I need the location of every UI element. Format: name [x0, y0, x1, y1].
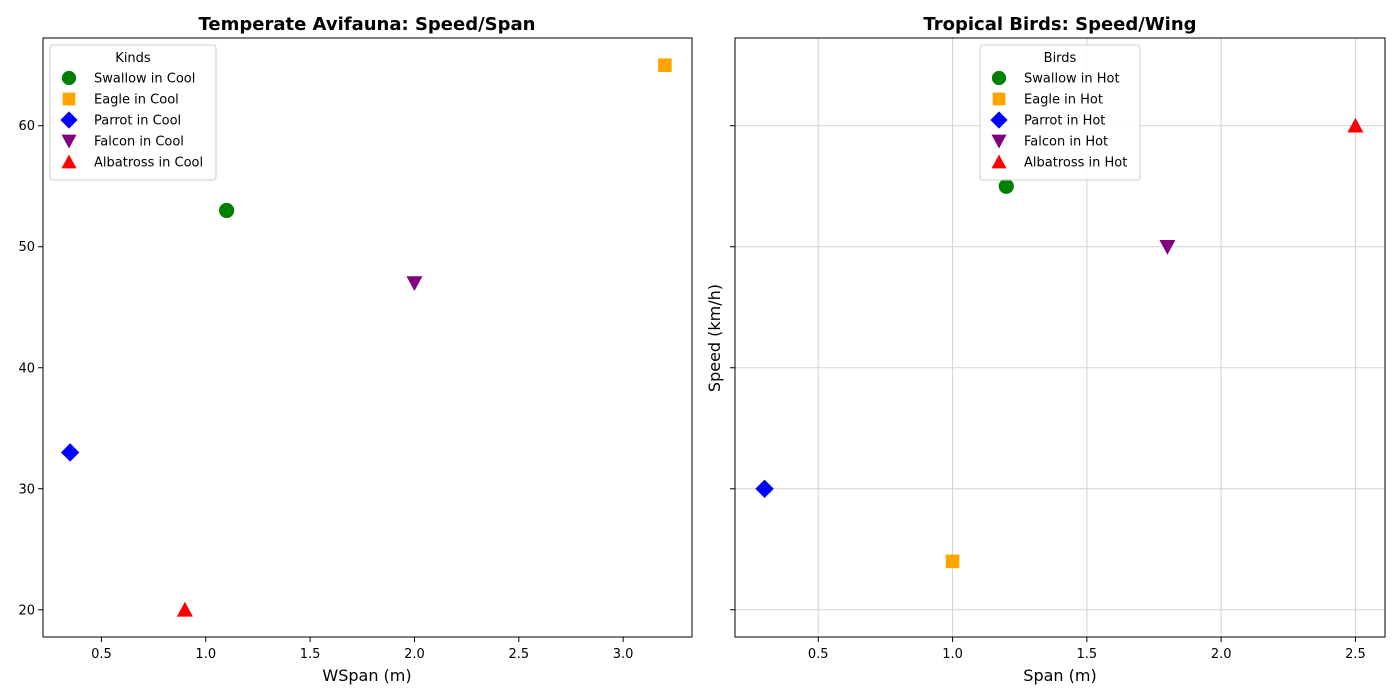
data-point — [945, 554, 960, 569]
x-tick-label: 1.0 — [942, 647, 963, 662]
legend-entry-label: Eagle in Cool — [94, 93, 179, 108]
x-tick-label: 0.5 — [91, 647, 112, 662]
y-tick-label: 20 — [18, 603, 35, 618]
chart-title: Temperate Avifauna: Speed/Span — [199, 14, 536, 35]
legend-entry-label: Parrot in Hot — [1024, 114, 1105, 129]
data-point — [755, 479, 774, 498]
legend-marker — [991, 154, 1007, 169]
y-axis-label: Speed (km/h) — [705, 284, 724, 392]
x-tick-label: 2.0 — [404, 647, 425, 662]
x-tick-label: 1.0 — [195, 647, 216, 662]
x-tick-label: 0.5 — [808, 647, 829, 662]
legend-marker — [60, 111, 78, 129]
x-axis-label: Span (m) — [1023, 666, 1096, 685]
legend-title: Birds — [1044, 51, 1077, 66]
legend-entry-label: Falcon in Cool — [94, 135, 184, 150]
legend-box — [979, 44, 1141, 181]
legend-entry-label: Swallow in Hot — [1024, 72, 1120, 87]
x-tick-label: 1.5 — [300, 647, 321, 662]
legend-entry-label: Falcon in Hot — [1024, 135, 1108, 150]
legend-title: Kinds — [115, 51, 151, 66]
legend-entry-label: Swallow in Cool — [94, 72, 195, 87]
legend-entry-label: Parrot in Cool — [94, 114, 181, 129]
temperate-chart: Temperate Avifauna: Speed/Span 0.5 1.0 1.5… — [18, 14, 693, 685]
data-point — [60, 443, 80, 462]
legend-entry-label: Eagle in Hot — [1024, 93, 1103, 108]
data-point — [1347, 117, 1364, 133]
y-tick-label: 40 — [18, 361, 35, 376]
plot-frame — [734, 37, 1386, 638]
x-tick-label: 2.5 — [1345, 647, 1366, 662]
legend-marker — [992, 92, 1006, 106]
x-tick-label: 3.0 — [613, 647, 634, 662]
legend-marker — [991, 70, 1007, 86]
legend-box — [49, 44, 217, 181]
legend-marker — [62, 92, 76, 106]
legend-marker — [990, 111, 1008, 129]
legend-marker — [991, 134, 1007, 149]
data-point — [176, 601, 193, 617]
chart-title: Tropical Birds: Speed/Wing — [923, 14, 1196, 35]
legend-marker — [61, 134, 77, 149]
x-axis-label: WSpan (m) — [322, 666, 411, 685]
y-tick-label: 30 — [18, 482, 35, 497]
y-tick-label: 60 — [18, 119, 35, 134]
x-tick-label: 1.5 — [1077, 647, 1098, 662]
data-point — [658, 58, 672, 73]
tropical-chart: Tropical Birds: Speed/Wing 0.5 1.0 1.5 2.0 2… — [705, 14, 1386, 685]
legend-entry-label: Albatross in Hot — [1024, 156, 1127, 171]
data-point — [998, 178, 1014, 194]
data-point — [406, 276, 423, 292]
x-tick-label: 2.0 — [1211, 647, 1232, 662]
legend-marker — [61, 154, 77, 169]
data-point — [219, 202, 235, 219]
x-tick-label: 2.5 — [508, 647, 529, 662]
legend-entry-label: Albatross in Cool — [94, 156, 203, 171]
legend-marker — [61, 70, 77, 86]
data-point — [1159, 239, 1176, 255]
plot-frame — [42, 37, 693, 638]
y-tick-label: 50 — [18, 240, 35, 255]
